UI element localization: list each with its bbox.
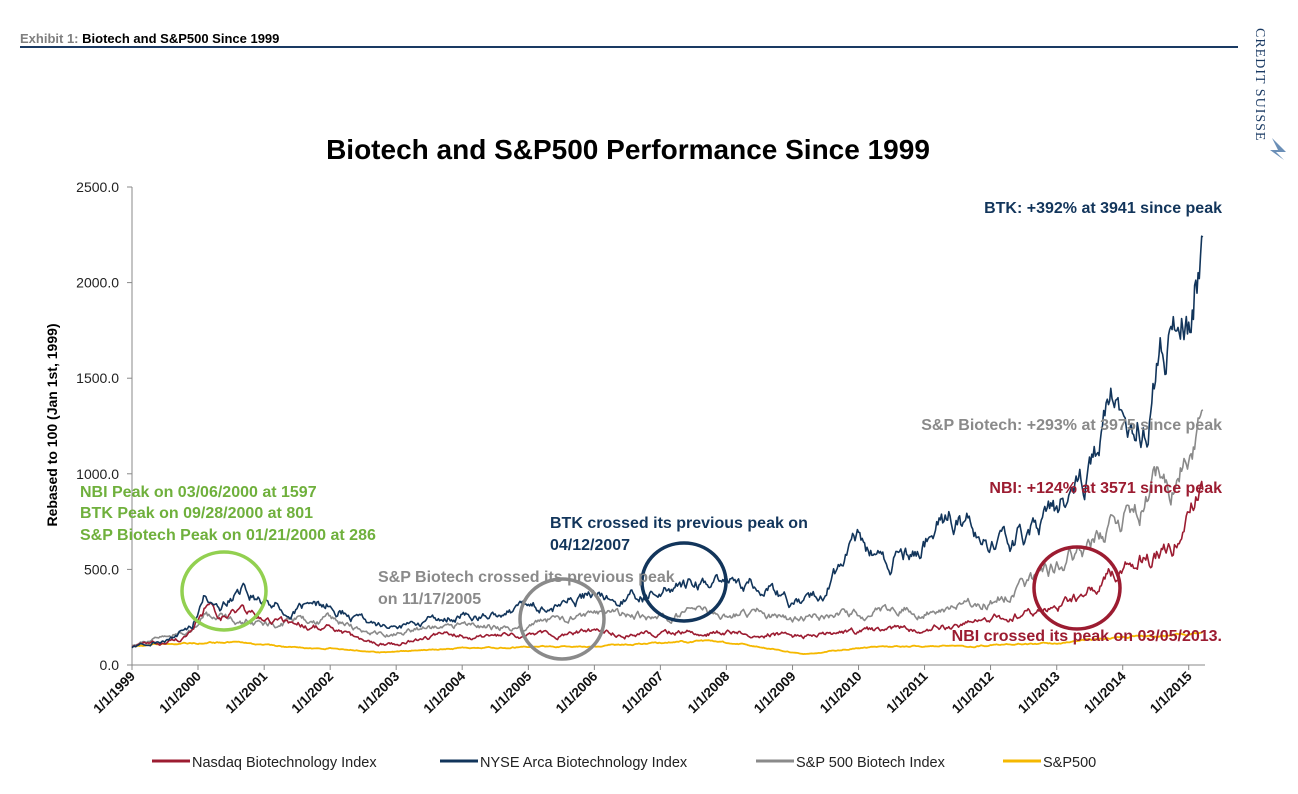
y-tick-label: 1500.0 — [76, 370, 119, 386]
series-line-2 — [131, 409, 1204, 647]
legend-label: S&P 500 Biotech Index — [796, 755, 946, 771]
annotations: BTK: +392% at 3941 since peak S&P Biotec… — [80, 200, 1222, 645]
series-layer — [131, 235, 1204, 655]
nbi-cross-note: NBI crossed its peak on 03/05/2013. — [952, 628, 1222, 645]
green-peak-circle — [180, 550, 268, 632]
y-tick-label: 0.0 — [100, 657, 120, 673]
x-tick-label: 1/1/2005 — [487, 668, 535, 716]
highlight-circles — [180, 541, 1122, 661]
x-tick-label: 1/1/2013 — [1015, 668, 1063, 716]
x-tick-label: 1/1/2004 — [421, 668, 469, 716]
sp-biotech-gain-note: S&P Biotech: +293% at 3975 since peak — [921, 417, 1222, 434]
x-tick-label: 1/1/2014 — [1081, 668, 1129, 716]
y-tick-label: 500.0 — [84, 561, 119, 577]
exhibit-title: Biotech and S&P500 Since 1999 — [82, 31, 280, 46]
y-axis-label: Rebased to 100 (Jan 1st, 1999) — [44, 323, 60, 526]
exhibit-label: Exhibit 1: — [20, 31, 79, 46]
red-cross-circle — [1032, 545, 1122, 631]
peak-note-btk: BTK Peak on 09/28/2000 at 801 — [80, 505, 313, 522]
nbi-gain-note: NBI: +124% at 3571 since peak — [989, 480, 1222, 497]
blue-cross-circle — [640, 541, 728, 623]
peak-note-nbi: NBI Peak on 03/06/2000 at 1597 — [80, 484, 317, 501]
chart-title: Biotech and S&P500 Performance Since 199… — [326, 134, 930, 165]
x-tick-label: 1/1/2015 — [1147, 668, 1195, 716]
legend-label: Nasdaq Biotechnology Index — [192, 755, 377, 771]
logo-text: CREDIT SUISSE — [1252, 28, 1267, 141]
x-tick-label: 1/1/2011 — [883, 668, 931, 716]
y-tick-label: 2000.0 — [76, 275, 119, 291]
y-tick-label: 2500.0 — [76, 179, 119, 195]
x-tick-label: 1/1/2000 — [156, 669, 204, 717]
sail-icon — [1270, 138, 1286, 160]
legend: Nasdaq Biotechnology Index NYSE Arca Biot… — [152, 755, 1096, 771]
series-line-0 — [131, 480, 1204, 648]
gray-cross-circle — [518, 577, 606, 661]
x-tick-label: 1/1/2001 — [223, 668, 271, 716]
btk-cross-note-line2: 04/12/2007 — [550, 537, 630, 554]
sp-cross-note-line1: S&P Biotech crossed its previous peak — [378, 569, 675, 586]
sp-cross-note-line2: on 11/17/2005 — [378, 591, 481, 608]
exhibit-header: Exhibit 1: Biotech and S&P500 Since 1999 — [20, 31, 279, 46]
legend-label: S&P500 — [1043, 755, 1096, 771]
series-line-3 — [132, 631, 1204, 655]
x-tick-label: 1/1/1999 — [90, 669, 138, 717]
x-tick-label: 1/1/2010 — [817, 669, 865, 717]
x-tick-label: 1/1/2002 — [289, 669, 337, 717]
legend-label: NYSE Arca Biotechnology Index — [480, 755, 688, 771]
x-tick-label: 1/1/2006 — [553, 668, 601, 716]
x-tick-label: 1/1/2007 — [619, 669, 667, 717]
btk-cross-note-line1: BTK crossed its previous peak on — [550, 515, 808, 532]
x-tick-label: 1/1/2003 — [355, 668, 403, 716]
x-tick-label: 1/1/2008 — [685, 668, 733, 716]
peak-note-sp-biotech: S&P Biotech Peak on 01/21/2000 at 286 — [80, 527, 376, 544]
x-tick-label: 1/1/2012 — [949, 669, 997, 717]
header-rule — [20, 46, 1238, 48]
btk-gain-note: BTK: +392% at 3941 since peak — [984, 200, 1222, 217]
series-line-1 — [131, 235, 1204, 649]
x-tick-label: 1/1/2009 — [751, 669, 799, 717]
y-tick-label: 1000.0 — [76, 466, 119, 482]
credit-suisse-logo: CREDIT SUISSE — [1252, 28, 1286, 160]
